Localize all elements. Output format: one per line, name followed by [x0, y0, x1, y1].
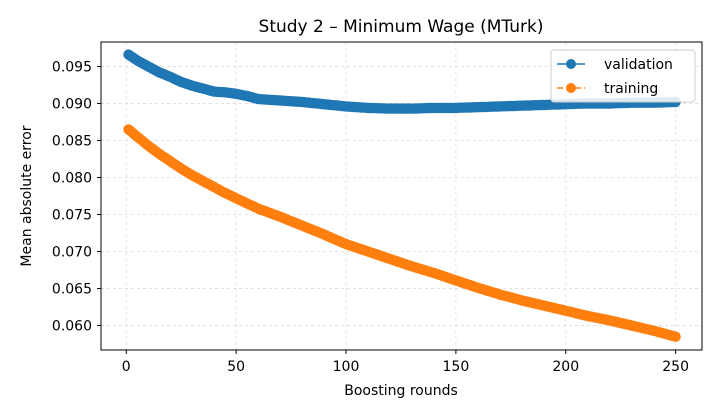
legend-marker-validation	[566, 59, 576, 69]
legend: validation training	[550, 49, 696, 103]
series-training	[123, 124, 681, 342]
legend-box	[550, 49, 696, 103]
x-tick-label: 100	[333, 359, 360, 375]
y-tick-label: 0.080	[52, 170, 92, 186]
x-tick-label: 200	[552, 359, 579, 375]
plot-frame	[100, 41, 703, 351]
x-tick-label: 0	[122, 359, 131, 375]
chart-title: Study 2 – Minimum Wage (MTurk)	[259, 17, 544, 37]
y-tick-label: 0.065	[52, 282, 92, 298]
y-tick-label: 0.085	[52, 133, 92, 149]
legend-marker-training	[566, 83, 576, 93]
y-tick-label: 0.090	[52, 96, 92, 112]
y-tick-label: 0.095	[52, 59, 92, 75]
x-axis: 0 50 100 150 200 250	[122, 350, 689, 375]
x-tick-label: 150	[443, 359, 470, 375]
y-axis: 0.060 0.065 0.070 0.075 0.080 0.085 0.090 0.095	[52, 59, 101, 335]
x-tick-label: 250	[662, 359, 689, 375]
y-tick-label: 0.060	[52, 319, 92, 335]
x-tick-label: 50	[227, 359, 245, 375]
legend-label-training: training	[604, 81, 658, 97]
legend-label-validation: validation	[604, 57, 673, 73]
grid	[101, 42, 702, 350]
training-point	[670, 331, 681, 342]
y-axis-label: Mean absolute error	[19, 125, 35, 266]
y-tick-label: 0.075	[52, 208, 92, 224]
y-tick-label: 0.070	[52, 245, 92, 261]
x-axis-label: Boosting rounds	[344, 383, 458, 399]
